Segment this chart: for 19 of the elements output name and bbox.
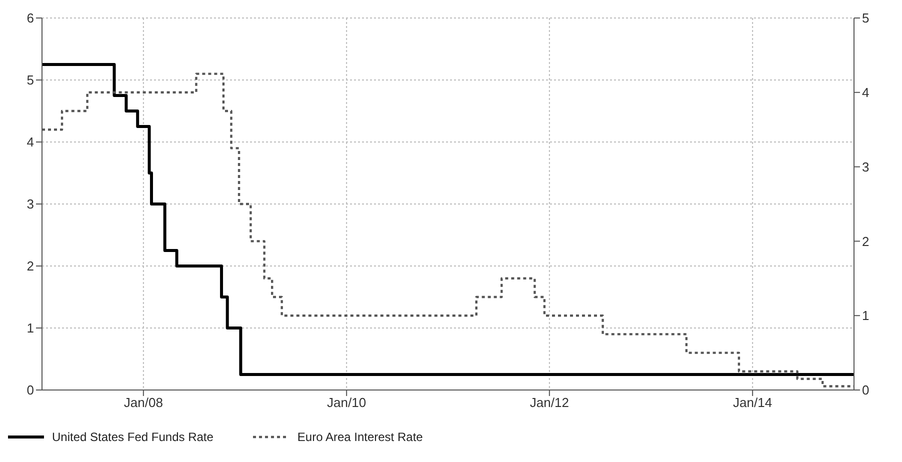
y2-tick-label: 3 <box>862 159 870 174</box>
y-tick-label: 6 <box>26 10 34 26</box>
y-tick-label: 3 <box>26 196 34 212</box>
x-tick-label: Jan/10 <box>327 395 366 410</box>
y-tick-label: 4 <box>26 134 34 150</box>
legend-label: United States Fed Funds Rate <box>52 430 214 444</box>
y2-tick-label: 1 <box>862 308 870 324</box>
y2-tick-label: 4 <box>862 85 870 100</box>
legend-label: Euro Area Interest Rate <box>297 430 423 444</box>
y2-tick-label: 0 <box>862 382 870 398</box>
y2-tick-label: 5 <box>862 10 870 26</box>
y-tick-label: 2 <box>26 258 34 274</box>
y2-tick-label: 2 <box>862 234 870 249</box>
x-tick-label: Jan/12 <box>530 395 569 410</box>
y-tick-label: 0 <box>26 382 34 398</box>
x-tick-label: Jan/14 <box>733 395 772 410</box>
y-tick-label: 1 <box>26 320 34 336</box>
x-tick-label: Jan/08 <box>124 395 163 410</box>
y-tick-label: 5 <box>26 72 34 88</box>
